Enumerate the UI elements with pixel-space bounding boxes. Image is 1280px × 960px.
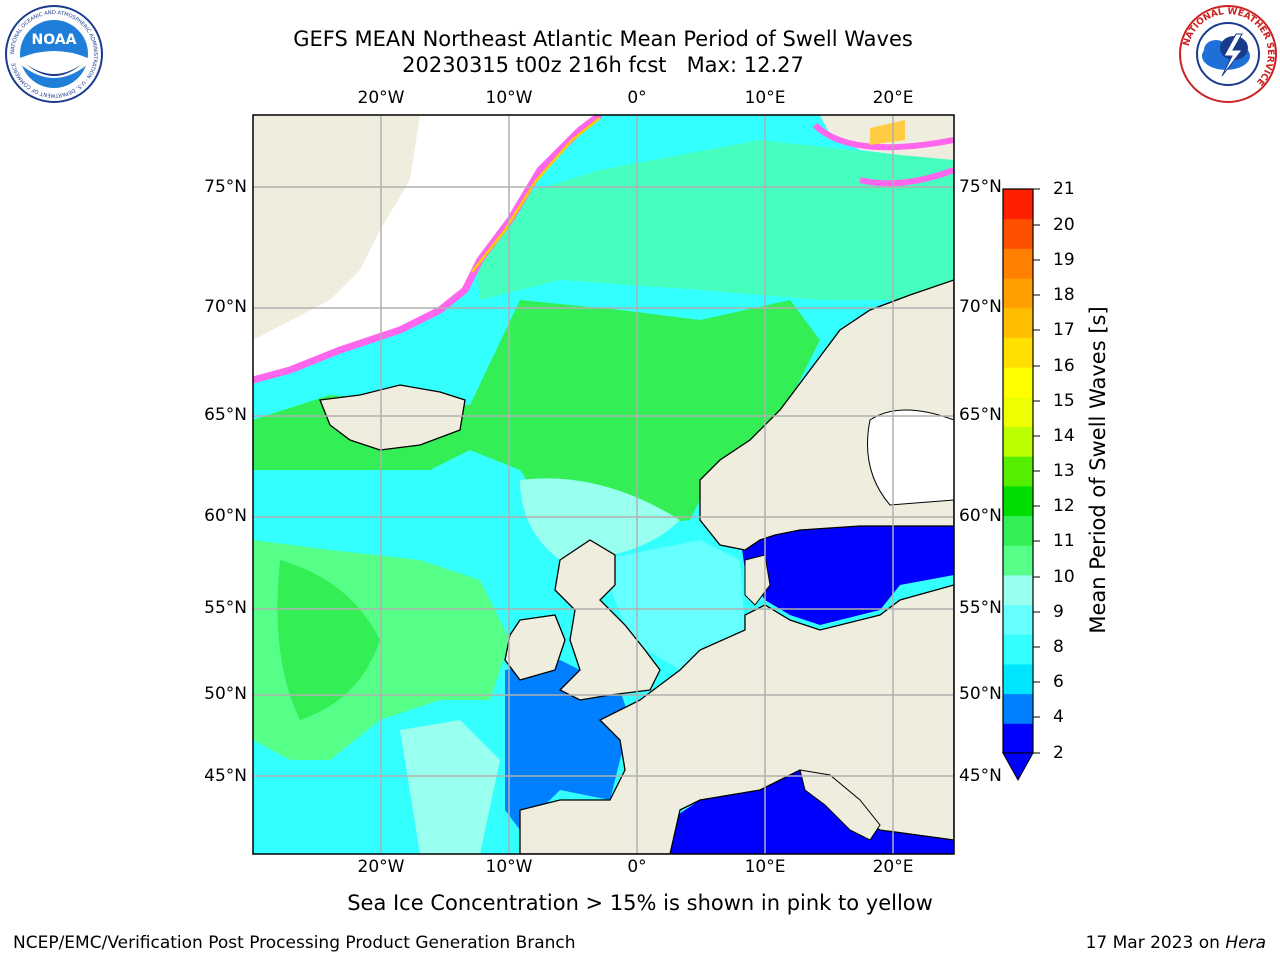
lat-tick-right: 50°N (959, 684, 1002, 704)
colorbar-tick: 18 (1053, 285, 1075, 305)
italy (799, 769, 881, 841)
colorbar-tick: 14 (1053, 426, 1075, 446)
colorbar-tick: 21 (1053, 179, 1075, 199)
lon-tick-bottom: 0° (627, 857, 647, 877)
lat-tick-right: 60°N (959, 506, 1002, 526)
colorbar-tick: 16 (1053, 356, 1075, 376)
lon-tick-bottom: 20°E (872, 857, 914, 877)
lat-tick-right: 75°N (959, 177, 1002, 197)
colorbar-tick: 9 (1053, 602, 1064, 622)
lon-tick-top: 0° (627, 88, 647, 108)
great-britain (554, 539, 661, 701)
nws-logo-icon: NATIONAL WEATHER SERVICE (1179, 5, 1277, 103)
map-title: GEFS MEAN Northeast Atlantic Mean Period… (293, 27, 913, 51)
colorbar-tick: 12 (1053, 496, 1075, 516)
iceland (319, 384, 466, 451)
noaa-logo-icon: NOAA NATIONAL OCEANIC AND ATMOSPHERIC AD… (5, 5, 103, 103)
colorbar-tick: 17 (1053, 320, 1075, 340)
colorbar-tick: 6 (1053, 672, 1064, 692)
greenland-ice-edge (253, 115, 603, 384)
greenland-land (253, 115, 420, 340)
lat-tick-left: 60°N (204, 506, 247, 526)
lat-tick-left: 50°N (204, 684, 247, 704)
lat-tick-left: 55°N (204, 598, 247, 618)
map-frame (252, 114, 955, 855)
swell-zone-light-north (470, 140, 954, 300)
footer-machine: Hera (1225, 933, 1266, 953)
swell-zone-light-center (520, 478, 680, 560)
lon-tick-bottom: 20°W (357, 857, 405, 877)
noaa-logo-text: NOAA (32, 32, 77, 48)
baltic-sea (740, 526, 954, 625)
colorbar-tick: 10 (1053, 567, 1075, 587)
lon-tick-top: 10°W (485, 88, 533, 108)
colorbar-tick: 19 (1053, 250, 1075, 270)
graticule (253, 115, 954, 854)
lat-tick-right: 45°N (959, 766, 1002, 786)
colorbar-tick: 15 (1053, 391, 1075, 411)
swell-zone-green-core (277, 560, 380, 720)
gulf-of-bothnia-ice (867, 409, 954, 506)
colorbar-tick: 20 (1053, 215, 1075, 235)
lat-tick-left: 75°N (204, 177, 247, 197)
lat-tick-left: 45°N (204, 766, 247, 786)
swell-zone-biscay (505, 660, 630, 830)
map-subtitle: 20230315 t00z 216h fcst Max: 12.27 (402, 53, 804, 77)
lat-tick-left: 70°N (204, 297, 247, 317)
denmark (744, 554, 771, 606)
colorbar-tick: 11 (1053, 531, 1075, 551)
colorbar-label: Mean Period of Swell Waves [s] (1086, 306, 1110, 634)
colorbar-tick: 4 (1053, 707, 1064, 727)
colorbar-tick: 2 (1053, 743, 1064, 763)
footer-date-text: 17 Mar 2023 on (1085, 933, 1220, 953)
colorbar-tick: 13 (1053, 461, 1075, 481)
mediterranean-sea (670, 770, 954, 854)
lon-tick-bottom: 10°E (744, 857, 786, 877)
sea-ice-note: Sea Ice Concentration > 15% is shown in … (347, 891, 933, 915)
swell-zone-green-north (253, 300, 820, 530)
lon-tick-top: 20°W (357, 88, 405, 108)
lat-tick-left: 65°N (204, 405, 247, 425)
lon-tick-top: 20°E (872, 88, 914, 108)
lon-tick-bottom: 10°W (485, 857, 533, 877)
lat-tick-right: 70°N (959, 297, 1002, 317)
swell-zone-cyan-strip (400, 720, 500, 854)
footer-credit: NCEP/EMC/Verification Post Processing Pr… (13, 933, 576, 953)
lon-tick-top: 10°E (744, 88, 786, 108)
footer-date: 17 Mar 2023 on Hera (1086, 933, 1266, 953)
lat-tick-right: 65°N (959, 405, 1002, 425)
colorbar-tick: 8 (1053, 637, 1064, 657)
lat-tick-right: 55°N (959, 598, 1002, 618)
